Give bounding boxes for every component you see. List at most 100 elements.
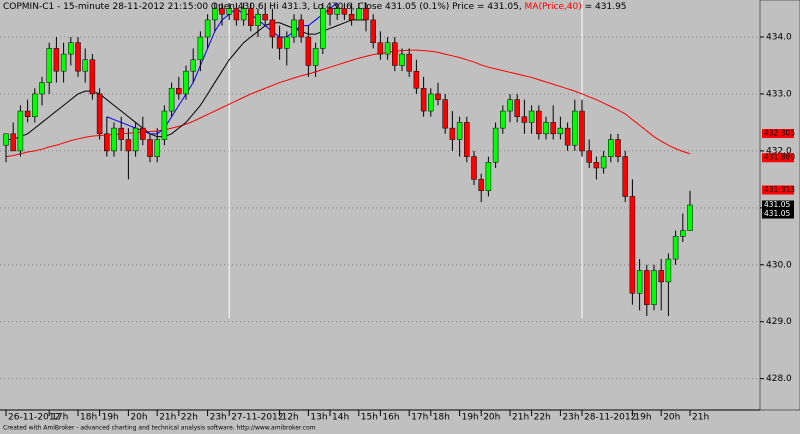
candle-body <box>276 36 283 49</box>
y-tick-label: 434.0 <box>766 33 792 43</box>
price-tag <box>762 185 794 195</box>
candle-body <box>248 8 254 26</box>
candle-body <box>579 110 585 152</box>
candle-body <box>204 19 211 38</box>
price-tag-label: 431.05 <box>764 200 790 209</box>
candle-body <box>471 156 477 180</box>
candle-body <box>118 127 124 140</box>
candle-body <box>10 133 16 152</box>
candle-body <box>658 270 664 283</box>
x-tick-label: 19h <box>462 413 479 423</box>
candle-body <box>32 93 38 117</box>
price-tag <box>762 129 794 139</box>
y-tick-label: 428.0 <box>766 374 792 384</box>
candle-body <box>356 8 362 21</box>
candle-body <box>384 42 391 55</box>
candle-body <box>89 59 96 95</box>
candle-body <box>240 8 247 21</box>
candle-body <box>168 88 175 112</box>
candle-body <box>377 42 384 55</box>
candle-body <box>147 139 153 157</box>
x-tick-label: 19h <box>634 413 651 423</box>
candle-body <box>442 99 448 129</box>
candle-body <box>53 48 60 72</box>
candle-body <box>341 8 348 15</box>
chart-title: COPMIN-C1 - 15-minute 28-11-2012 21:15:0… <box>3 2 627 12</box>
candle-body <box>521 116 528 123</box>
x-tick-label: 20h <box>483 413 500 423</box>
title-part: COPMIN-C1 - 15-minute 28-11-2012 21:15:0… <box>3 2 525 12</box>
x-tick-label: 22h <box>181 413 198 423</box>
x-tick-label: 27-11-2012 <box>231 413 283 423</box>
price-tag-label: 431.313 <box>764 185 795 194</box>
candle-body <box>392 42 398 66</box>
candle-body <box>687 204 693 231</box>
candle-body <box>3 133 9 146</box>
y-tick-label: 432.0 <box>766 146 792 156</box>
x-tick-label: 23h <box>210 413 227 423</box>
candle-body <box>608 139 614 157</box>
title-part: = 431.95 <box>582 2 627 12</box>
x-tick-label: 21h <box>692 413 709 423</box>
x-tick-label: 20h <box>130 413 147 423</box>
candle-body <box>528 110 535 123</box>
candle-body <box>82 59 88 72</box>
candle-body <box>291 19 297 38</box>
candle-body <box>363 8 369 21</box>
candle-body <box>672 236 679 260</box>
candle-body <box>636 270 643 294</box>
candle-body <box>622 156 628 197</box>
candle-body <box>132 127 139 152</box>
candle-body <box>104 133 110 152</box>
x-tick-label: 17h <box>51 413 68 423</box>
y-tick-label: 430.0 <box>766 260 792 270</box>
candle-body <box>219 8 225 15</box>
candle-body <box>269 19 276 38</box>
candle-body <box>550 122 556 135</box>
candle-body <box>406 53 412 72</box>
candle-body <box>586 150 592 163</box>
candle-body <box>651 270 657 305</box>
candle-body <box>327 8 333 15</box>
price-tag-label: 431.05 <box>764 209 790 218</box>
x-tick-label: 23h <box>562 413 579 423</box>
x-tick-label: 12h <box>282 413 299 423</box>
candle-body <box>543 122 549 135</box>
candle-body <box>348 13 355 21</box>
price-tag <box>762 153 794 163</box>
x-tick-label: 15h <box>361 413 378 423</box>
candle-body <box>413 70 420 89</box>
candle-body <box>111 127 117 152</box>
y-tick-label: 433.0 <box>766 89 792 99</box>
candle-body <box>176 88 182 95</box>
x-tick-label: 28-11-2012 <box>584 413 636 423</box>
x-tick-label: 13h <box>310 413 327 423</box>
candle-body <box>96 93 103 135</box>
x-tick-label: 16h <box>382 413 399 423</box>
candle-body <box>68 42 74 55</box>
x-tick-label: 20h <box>663 413 680 423</box>
price-tag-label: 431.880 <box>764 153 795 162</box>
candle-body <box>75 42 81 72</box>
candle-body <box>629 196 636 294</box>
x-tick-label: 18h <box>80 413 97 423</box>
candle-body <box>24 110 31 117</box>
candle-body <box>644 270 650 305</box>
candle-body <box>665 258 672 283</box>
candle-body <box>485 162 492 192</box>
candle-body <box>615 139 621 157</box>
candle-body <box>370 19 376 43</box>
y-tick-label: 429.0 <box>766 317 792 327</box>
candle-body <box>262 13 268 21</box>
title-part: MA(Price,40) <box>525 2 582 12</box>
x-tick-label: 21h <box>159 413 176 423</box>
candle-body <box>456 122 463 140</box>
x-tick-label: 21h <box>512 413 529 423</box>
candle-body <box>593 162 600 169</box>
plot-area <box>0 0 760 410</box>
price-tag <box>762 209 794 219</box>
candle-body <box>334 8 340 15</box>
candle-body <box>39 82 45 95</box>
candle-body <box>514 99 520 117</box>
